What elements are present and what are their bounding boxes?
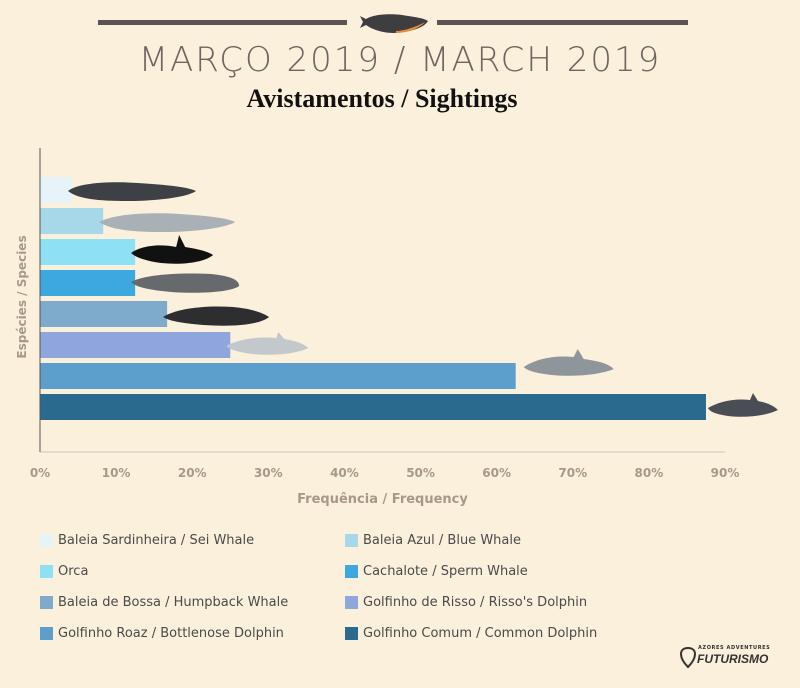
legend-item: Baleia de Bossa / Humpback Whale bbox=[40, 594, 288, 610]
legend-label: Baleia Sardinheira / Sei Whale bbox=[58, 532, 255, 548]
rissos-dolphin-icon bbox=[226, 332, 309, 355]
x-tick-label: 40% bbox=[330, 466, 359, 480]
legend-swatch bbox=[345, 595, 358, 609]
common-dolphin-icon bbox=[707, 393, 778, 417]
legend-swatch bbox=[40, 564, 53, 578]
chart-subtitle: Avistamentos / Sightings bbox=[246, 84, 518, 113]
bar-8 bbox=[40, 394, 706, 420]
bar-2 bbox=[40, 208, 104, 234]
header-rule-left bbox=[98, 20, 347, 25]
legend-swatch bbox=[345, 626, 358, 640]
sperm-whale-icon bbox=[131, 273, 240, 293]
x-tick-label: 50% bbox=[406, 466, 435, 480]
legend-swatch bbox=[345, 564, 358, 578]
legend-item: Orca bbox=[40, 563, 88, 579]
header-rule-right bbox=[437, 20, 688, 25]
legend-label: Golfinho Comum / Common Dolphin bbox=[363, 625, 598, 641]
x-tick-label: 60% bbox=[482, 466, 511, 480]
x-tick-label: 0% bbox=[30, 466, 50, 480]
legend-item: Baleia Azul / Blue Whale bbox=[345, 532, 521, 548]
logo-tagline: AZORES ADVENTURES bbox=[698, 645, 771, 651]
x-tick-label: 10% bbox=[102, 466, 131, 480]
legend-label: Golfinho Roaz / Bottlenose Dolphin bbox=[58, 625, 284, 641]
header-decoration bbox=[98, 14, 688, 34]
x-axis-label: Frequência / Frequency bbox=[297, 492, 468, 507]
legend-item: Baleia Sardinheira / Sei Whale bbox=[40, 532, 254, 548]
bar-3 bbox=[40, 239, 136, 265]
legend-item: Golfinho Roaz / Bottlenose Dolphin bbox=[40, 625, 284, 641]
logo-wordmark: FUTURISMO bbox=[697, 652, 769, 666]
legend-label: Cachalote / Sperm Whale bbox=[363, 563, 528, 579]
x-tick-label: 80% bbox=[635, 466, 664, 480]
x-tick-label: 90% bbox=[711, 466, 740, 480]
futurismo-logo: AZORES ADVENTURES FUTURISMO bbox=[680, 643, 780, 673]
legend-swatch bbox=[40, 595, 53, 609]
x-axis-ticks: 0% 10% 20% 30% 40% 50% 60% 70% 80% 90% bbox=[30, 466, 740, 480]
legend-swatch bbox=[40, 626, 53, 640]
legend-item: Cachalote / Sperm Whale bbox=[345, 563, 528, 579]
legend-label: Baleia Azul / Blue Whale bbox=[363, 532, 521, 548]
bar-5 bbox=[40, 301, 168, 327]
y-axis-label: Espécies / Species bbox=[15, 235, 29, 359]
x-tick-label: 70% bbox=[558, 466, 587, 480]
futurismo-logo-icon bbox=[680, 647, 696, 669]
whale-silhouette-icon bbox=[360, 14, 428, 34]
legend-label: Golfinho de Risso / Risso's Dolphin bbox=[363, 594, 588, 610]
legend-item: Golfinho Comum / Common Dolphin bbox=[345, 625, 597, 641]
x-tick-label: 20% bbox=[178, 466, 207, 480]
orca-icon bbox=[131, 235, 214, 264]
legend-swatch bbox=[345, 533, 358, 547]
blue-whale-icon bbox=[99, 213, 236, 232]
legend-item: Golfinho de Risso / Risso's Dolphin bbox=[345, 594, 587, 610]
bar-chart: 0% 10% 20% 30% 40% 50% 60% 70% 80% 90% bbox=[30, 148, 778, 480]
sei-whale-icon bbox=[67, 182, 196, 201]
chart-title: MARÇO 2019 / MARCH 2019 bbox=[138, 40, 662, 80]
bar-4 bbox=[40, 270, 136, 296]
humpback-whale-icon bbox=[163, 306, 270, 326]
x-tick-label: 30% bbox=[254, 466, 283, 480]
bar-1 bbox=[40, 177, 72, 203]
species-icons-group bbox=[67, 182, 778, 417]
bottlenose-dolphin-icon bbox=[523, 349, 614, 376]
legend-label: Baleia de Bossa / Humpback Whale bbox=[58, 594, 289, 610]
bar-7 bbox=[40, 363, 516, 389]
legend-label: Orca bbox=[58, 563, 89, 579]
bar-6 bbox=[40, 332, 231, 358]
legend-swatch bbox=[40, 533, 53, 547]
bars-group bbox=[40, 177, 706, 420]
